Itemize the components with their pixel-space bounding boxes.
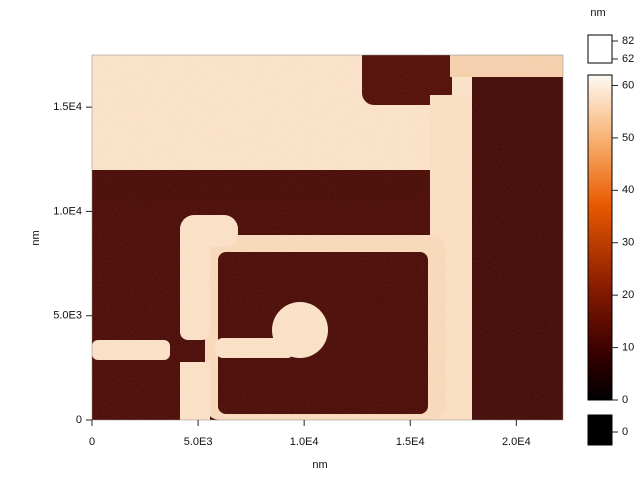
colorbar-title: nm bbox=[590, 7, 605, 19]
colorbar-under bbox=[588, 415, 612, 445]
colorbar-tick-label: 60 bbox=[622, 79, 634, 91]
colorbar-tick-label: 30 bbox=[622, 237, 634, 249]
colorbar bbox=[588, 75, 612, 400]
y-axis-label: nm bbox=[30, 230, 42, 245]
colorbar-under-label: 0 bbox=[622, 426, 628, 438]
x-tick-label: 2.0E4 bbox=[502, 436, 531, 448]
y-tick-label: 1.0E4 bbox=[53, 205, 82, 217]
colorbar-tick-label: 50 bbox=[622, 132, 634, 144]
colorbar-over-label: 62 bbox=[622, 53, 634, 65]
colorbar-tick-label: 10 bbox=[622, 341, 634, 353]
x-tick-label: 0 bbox=[89, 436, 95, 448]
colorbar-tick-label: 20 bbox=[622, 289, 634, 301]
x-tick-label: 5.0E3 bbox=[184, 436, 213, 448]
x-tick-label: 1.0E4 bbox=[290, 436, 319, 448]
y-tick-label: 0 bbox=[76, 414, 82, 426]
x-tick-label: 1.5E4 bbox=[396, 436, 425, 448]
colorbar-over bbox=[588, 35, 612, 63]
colorbar-tick-label: 40 bbox=[622, 184, 634, 196]
colorbar-tick-label: 0 bbox=[622, 394, 628, 406]
chart: nm nm nm 0 5.0E3 1.0E4 1.5E4 2.0E4 0 5.0E3 1.0E… bbox=[0, 0, 643, 478]
afm-image bbox=[92, 45, 563, 420]
y-tick-label: 1.5E4 bbox=[53, 101, 82, 113]
y-tick-label: 5.0E3 bbox=[53, 310, 82, 322]
colorbar-over-label: 82 bbox=[622, 35, 634, 47]
x-axis-label: nm bbox=[312, 459, 327, 471]
